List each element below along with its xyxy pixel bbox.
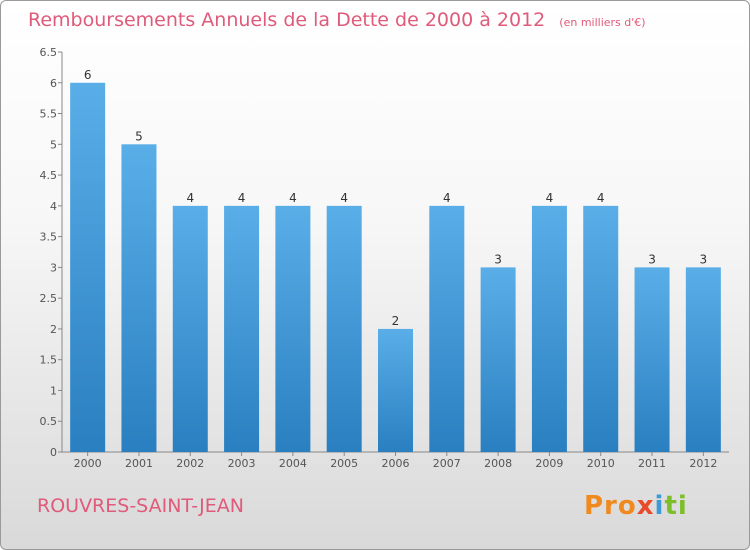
proxiti-logo[interactable]: Proxiti <box>584 491 688 521</box>
bar-value-label: 4 <box>238 191 246 205</box>
chart-labels: 2000 6 2001 5 2002 4 2003 4 2004 4 2005 4 2006 2 2007 4… <box>74 68 718 470</box>
x-tick-label: 2002 <box>176 457 204 470</box>
x-tick-label: 2003 <box>228 457 256 470</box>
y-tick-label: 6 <box>50 77 57 90</box>
y-tick-label: 5 <box>50 138 57 151</box>
x-tick-label: 2012 <box>689 457 717 470</box>
logo-part-1: Pro <box>584 491 637 521</box>
y-tick-label: 1.5 <box>40 354 58 367</box>
chart-bars <box>70 82 721 453</box>
bar-2010 <box>583 205 619 452</box>
bar-2012 <box>685 267 721 452</box>
bar-2003 <box>224 205 260 452</box>
y-tick-label: 1 <box>50 384 57 397</box>
bar-value-label: 3 <box>494 252 502 266</box>
x-tick-label: 2006 <box>382 457 410 470</box>
y-tick-label: 5.5 <box>40 108 58 121</box>
chart-subtitle: (en milliers d'€) <box>559 16 646 29</box>
bar-value-label: 4 <box>289 191 297 205</box>
y-tick-label: 4.5 <box>40 169 58 182</box>
x-tick-label: 2008 <box>484 457 512 470</box>
bar-2008 <box>480 267 516 452</box>
bar-value-label: 4 <box>443 191 451 205</box>
x-tick-label: 2010 <box>587 457 615 470</box>
chart-title: Remboursements Annuels de la Dette de 20… <box>28 9 646 31</box>
place-name: ROUVRES-SAINT-JEAN <box>37 495 245 517</box>
x-tick-label: 2001 <box>125 457 153 470</box>
bar-2009 <box>531 205 567 452</box>
bar-2004 <box>275 205 311 452</box>
y-tick-label: 2.5 <box>40 292 58 305</box>
y-tick-label: 4 <box>50 200 57 213</box>
x-tick-label: 2011 <box>638 457 666 470</box>
x-tick-label: 2009 <box>535 457 563 470</box>
bar-value-label: 3 <box>648 252 656 266</box>
bar-value-label: 4 <box>186 191 194 205</box>
bar-2000 <box>70 82 106 453</box>
bar-2005 <box>326 205 362 452</box>
y-tick-label: 3 <box>50 261 57 274</box>
bar-value-label: 2 <box>392 314 400 328</box>
bar-value-label: 5 <box>135 129 143 143</box>
x-tick-label: 2005 <box>330 457 358 470</box>
x-tick-label: 2000 <box>74 457 102 470</box>
logo-part-3: i <box>654 491 665 521</box>
y-tick-label: 3.5 <box>40 231 58 244</box>
bar-value-label: 4 <box>340 191 348 205</box>
y-tick-label: 0.5 <box>40 415 58 428</box>
bar-2011 <box>634 267 670 452</box>
y-tick-label: 2 <box>50 323 57 336</box>
bar-value-label: 4 <box>546 191 554 205</box>
x-tick-label: 2007 <box>433 457 461 470</box>
bar-2006 <box>378 328 413 452</box>
logo-part-2: x <box>636 491 655 521</box>
logo-part-4: ti <box>664 491 688 521</box>
y-tick-label: 6.5 <box>40 46 58 59</box>
bar-value-label: 4 <box>597 191 605 205</box>
x-tick-label: 2004 <box>279 457 307 470</box>
bar-2001 <box>121 144 157 453</box>
y-tick-label: 0 <box>50 446 57 459</box>
bar-value-label: 3 <box>700 252 708 266</box>
bar-value-label: 6 <box>84 68 92 82</box>
chart-title-text: Remboursements Annuels de la Dette de 20… <box>28 9 546 31</box>
bar-2002 <box>172 205 208 452</box>
bar-2007 <box>429 205 465 452</box>
